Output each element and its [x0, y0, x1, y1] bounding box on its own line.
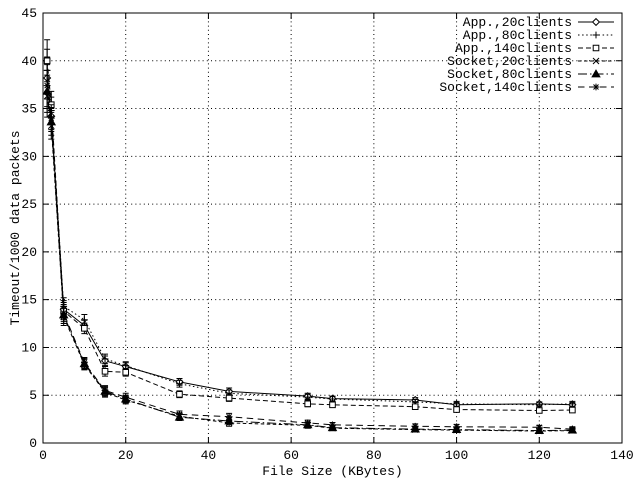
x-tick-label: 20 — [118, 448, 134, 463]
asterisk-marker-icon — [568, 425, 576, 433]
x-tick-label: 80 — [366, 448, 382, 463]
plus-marker-icon — [304, 393, 312, 401]
plus-marker-icon — [80, 316, 88, 324]
square-marker-icon — [569, 406, 576, 414]
y-tick-label: 40 — [21, 54, 37, 69]
asterisk-marker-icon — [80, 359, 88, 367]
series-line — [46, 77, 573, 406]
y-tick-label: 30 — [21, 149, 37, 164]
x-marker-icon — [592, 57, 600, 65]
square-marker-icon — [592, 44, 600, 52]
series-app-80clients — [43, 48, 576, 409]
square-marker-icon — [122, 368, 130, 376]
series-app-20clients — [43, 56, 577, 409]
square-marker-icon — [101, 368, 109, 375]
legend-label: App.,140clients — [455, 41, 572, 56]
square-marker-icon — [81, 325, 88, 332]
series-app-140clients — [43, 39, 576, 414]
asterisk-marker-icon — [47, 114, 55, 122]
legend-label: Socket,20clients — [447, 54, 572, 69]
x-axis-title: File Size (KBytes) — [262, 464, 403, 479]
asterisk-marker-icon — [329, 421, 336, 429]
series-line — [46, 96, 573, 432]
square-marker-icon — [43, 57, 51, 65]
y-tick-label: 20 — [21, 245, 37, 260]
grid — [43, 13, 622, 443]
plus-marker-icon — [568, 400, 576, 408]
plus-marker-icon — [453, 400, 460, 408]
asterisk-marker-icon — [122, 393, 130, 401]
legend-label: Socket,140clients — [439, 80, 572, 95]
square-marker-icon — [225, 394, 233, 402]
asterisk-marker-icon — [411, 422, 419, 430]
triangle-filled-marker-icon — [591, 69, 601, 78]
asterisk-marker-icon — [535, 423, 543, 431]
x-tick-label: 40 — [201, 448, 217, 463]
x-tick-label: 120 — [528, 448, 551, 463]
x-tick-label: 60 — [283, 448, 299, 463]
plus-marker-icon — [122, 362, 130, 369]
y-tick-label: 35 — [21, 102, 37, 117]
asterisk-marker-icon — [176, 410, 183, 418]
series-socket-20clients — [43, 74, 576, 435]
plus-marker-icon — [101, 355, 109, 363]
square-marker-icon — [453, 406, 460, 413]
square-marker-icon — [304, 400, 311, 408]
series-line — [46, 70, 573, 406]
asterisk-marker-icon — [225, 413, 233, 421]
y-tick-label: 15 — [21, 293, 37, 308]
x-tick-label: 0 — [39, 448, 47, 463]
series-line — [46, 91, 573, 432]
legend-label: App.,80clients — [463, 28, 572, 43]
y-tick-label: 25 — [21, 197, 37, 212]
square-marker-icon — [329, 401, 336, 409]
plus-marker-icon — [176, 380, 183, 388]
series-line — [46, 85, 573, 430]
asterisk-marker-icon — [304, 419, 312, 427]
square-marker-icon — [411, 403, 419, 410]
legend-item-app-20clients: App.,20clients — [463, 15, 614, 30]
plus-marker-icon — [592, 31, 600, 39]
legend-item-app-80clients: App.,80clients — [463, 28, 614, 43]
legend-item-socket-80clients: Socket,80clients — [447, 67, 614, 82]
y-axis-title: Timeout/1000 data packets — [8, 130, 23, 326]
legend: App.,20clientsApp.,80clientsApp.,140clie… — [439, 15, 614, 95]
y-tick-label: 5 — [29, 388, 37, 403]
y-tick-label: 10 — [21, 340, 37, 355]
plus-marker-icon — [329, 395, 336, 403]
x-tick-label: 100 — [445, 448, 468, 463]
plus-marker-icon — [535, 401, 543, 409]
legend-label: App.,20clients — [463, 15, 572, 30]
asterisk-marker-icon — [43, 82, 51, 90]
legend-item-socket-140clients: Socket,140clients — [439, 80, 614, 95]
series-socket-140clients — [43, 64, 576, 433]
legend-item-app-140clients: App.,140clients — [455, 41, 614, 56]
square-marker-icon — [176, 390, 183, 398]
series-line — [46, 60, 573, 412]
asterisk-marker-icon — [60, 309, 68, 317]
asterisk-marker-icon — [592, 83, 600, 91]
square-marker-icon — [535, 407, 543, 414]
asterisk-marker-icon — [101, 387, 109, 394]
asterisk-marker-icon — [453, 423, 460, 431]
x-tick-label: 140 — [610, 448, 633, 463]
diamond-marker-icon — [591, 17, 601, 27]
y-tick-label: 45 — [21, 6, 37, 21]
legend-item-socket-20clients: Socket,20clients — [447, 54, 614, 69]
y-tick-label: 0 — [29, 436, 37, 451]
legend-label: Socket,80clients — [447, 67, 572, 82]
